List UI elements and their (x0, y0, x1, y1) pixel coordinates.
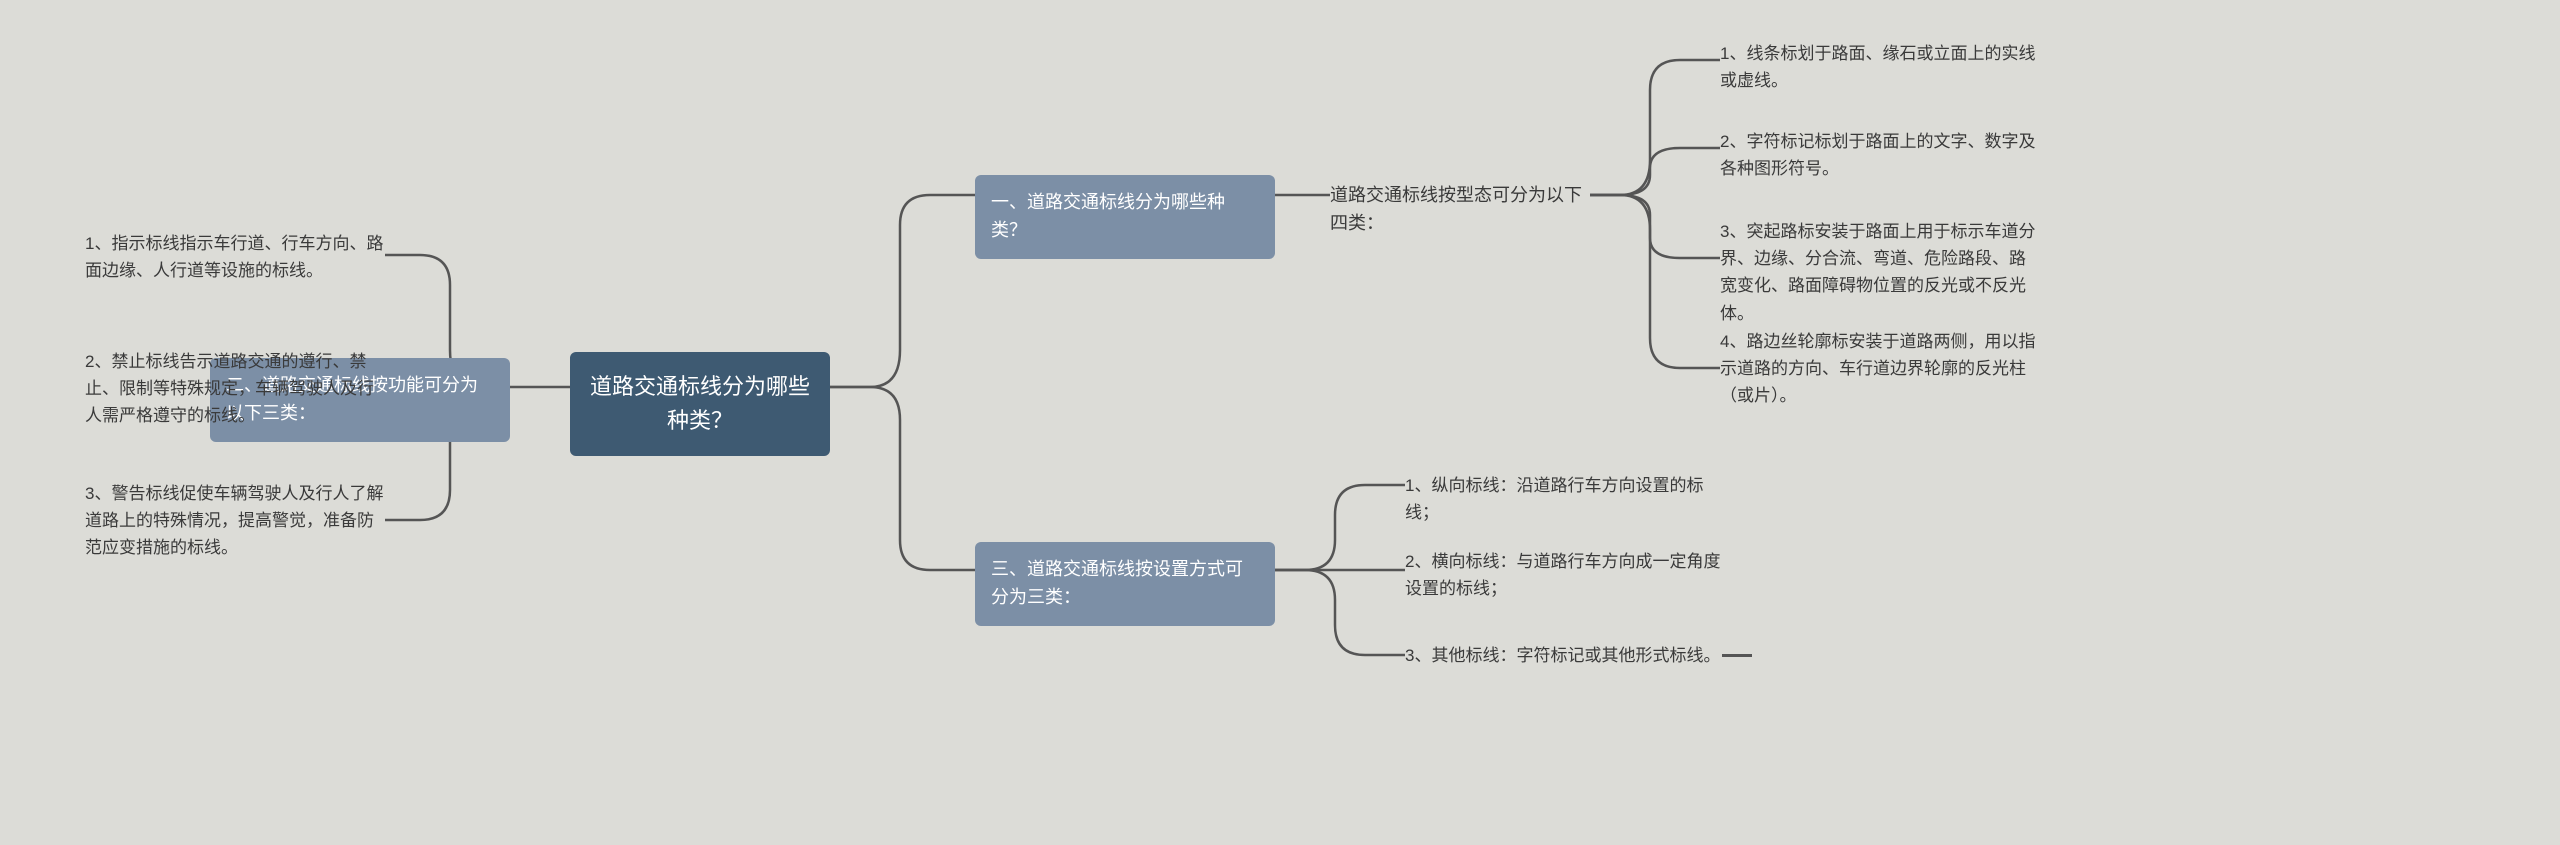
branch-1-sublabel: 道路交通标线按型态可分为以下四类： (1330, 182, 1590, 238)
branch-1-label: 一、道路交通标线分为哪些种类？ (991, 192, 1225, 240)
branch-3: 三、道路交通标线按设置方式可分为三类： (975, 542, 1275, 626)
branch-2-leaf-1: 1、指示标线指示车行道、行车方向、路面边缘、人行道等设施的标线。 (85, 230, 385, 284)
branch-3-leaf-3: 3、其他标线：字符标记或其他形式标线。 (1405, 642, 1725, 669)
root-label: 道路交通标线分为哪些种类？ (590, 374, 810, 433)
branch-1-leaf-4: 4、路边丝轮廓标安装于道路两侧，用以指示道路的方向、车行道边界轮廓的反光柱（或片… (1720, 328, 2040, 410)
branch-1-leaf-2: 2、字符标记标划于路面上的文字、数字及各种图形符号。 (1720, 128, 2040, 182)
branch-3-leaf-1: 1、纵向标线：沿道路行车方向设置的标线； (1405, 472, 1725, 526)
branch-1: 一、道路交通标线分为哪些种类？ (975, 175, 1275, 259)
branch-2-leaf-2: 2、禁止标线告示道路交通的遵行、禁止、限制等特殊规定，车辆驾驶人及行人需严格遵守… (85, 348, 385, 430)
branch-1-leaf-1: 1、线条标划于路面、缘石或立面上的实线或虚线。 (1720, 40, 2040, 94)
branch-3-leaf-2: 2、横向标线：与道路行车方向成一定角度设置的标线； (1405, 548, 1725, 602)
branch-1-leaf-3: 3、突起路标安装于路面上用于标示车道分界、边缘、分合流、弯道、危险路段、路宽变化… (1720, 218, 2040, 327)
tail-marker (1722, 654, 1752, 657)
branch-3-label: 三、道路交通标线按设置方式可分为三类： (991, 559, 1243, 607)
branch-2-leaf-3: 3、警告标线促使车辆驾驶人及行人了解道路上的特殊情况，提高警觉，准备防范应变措施… (85, 480, 385, 562)
root-node: 道路交通标线分为哪些种类？ (570, 352, 830, 456)
